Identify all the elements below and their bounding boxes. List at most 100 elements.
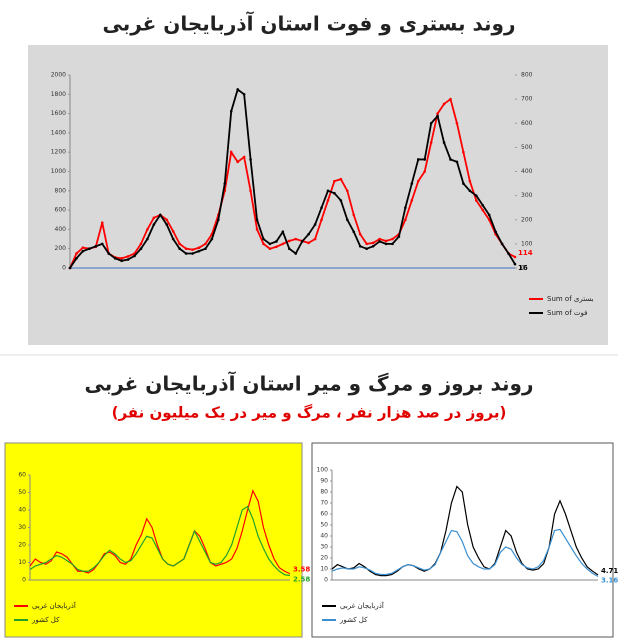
point (378, 237, 381, 241)
point (462, 150, 465, 154)
series-line (331, 485, 599, 577)
point (429, 121, 433, 125)
point (416, 179, 420, 183)
point (507, 252, 510, 255)
chart-title: روند بستری و فوت استان آذربایجان غربی (102, 11, 515, 36)
point (146, 228, 149, 231)
series-line (331, 528, 599, 578)
point (146, 237, 149, 241)
y-tick-label: 20 (320, 555, 328, 562)
point (81, 246, 85, 250)
point (107, 252, 110, 255)
point (397, 235, 401, 238)
point (217, 218, 220, 222)
y2-tick-label: 600 (521, 120, 533, 127)
point (423, 170, 427, 173)
point (358, 244, 362, 248)
y-tick-label: 20 (18, 542, 26, 549)
chart-title: روند بروز و مرگ و میر استان آذربایجان غر… (84, 371, 533, 396)
point (371, 241, 375, 245)
end-label: 2.58 (293, 575, 310, 583)
y2-tick-label: 700 (521, 96, 533, 103)
point (423, 158, 427, 161)
point (268, 247, 272, 250)
point (294, 252, 298, 255)
point (126, 258, 130, 261)
y-tick-label: 1000 (51, 168, 66, 175)
point (346, 189, 349, 193)
point (442, 141, 446, 144)
point (236, 88, 239, 91)
legend-label: آذربایجان غربی (32, 601, 77, 610)
point (455, 160, 459, 164)
y-tick-label: 0 (324, 577, 328, 584)
point (378, 240, 381, 243)
point (333, 179, 336, 183)
y-tick-label: 30 (320, 544, 328, 551)
point (262, 237, 265, 241)
y-tick-label: 50 (320, 522, 328, 529)
point (416, 158, 420, 161)
y-tick-label: 1200 (51, 149, 66, 156)
point (513, 255, 517, 259)
point (262, 242, 265, 246)
y-tick-label: 60 (18, 472, 26, 479)
point (404, 218, 407, 222)
point (442, 102, 446, 106)
point (158, 213, 162, 217)
point (468, 189, 472, 193)
point (178, 247, 181, 250)
point (171, 237, 175, 241)
y2-tick-label: 500 (521, 144, 533, 151)
end-label: 3.58 (293, 566, 310, 574)
point (249, 189, 252, 193)
point (178, 242, 181, 246)
point (500, 242, 504, 246)
point (307, 241, 310, 245)
point (152, 216, 156, 220)
point (313, 237, 317, 241)
y2-tick-label: 300 (521, 192, 533, 199)
point (287, 247, 291, 250)
point (371, 244, 375, 248)
point (300, 240, 304, 243)
point (275, 245, 278, 249)
point (365, 247, 368, 250)
point (75, 257, 78, 260)
legend-label: کل کشور (31, 616, 60, 624)
point (281, 242, 285, 246)
point (204, 247, 207, 250)
point (75, 252, 78, 255)
y-tick-label: 30 (18, 524, 26, 531)
point (391, 242, 394, 246)
point (475, 194, 478, 197)
point (436, 112, 439, 115)
point (410, 182, 414, 185)
y2-tick-label: 800 (521, 72, 533, 79)
y-tick-label: 2000 (51, 72, 66, 79)
y-tick-label: 10 (18, 559, 26, 566)
point (242, 93, 246, 96)
point (126, 255, 130, 258)
point (326, 189, 330, 193)
y2-tick-label: 400 (521, 168, 533, 175)
legend-label: Sum of فوت (547, 309, 587, 317)
point (197, 246, 201, 250)
point (139, 242, 143, 246)
point (436, 114, 439, 118)
point (339, 177, 343, 181)
point (152, 223, 156, 226)
point (88, 247, 91, 250)
point (513, 262, 517, 266)
y-tick-label: 40 (18, 507, 26, 514)
point (384, 242, 388, 246)
point (352, 213, 356, 217)
legend-label: آذربایجان غربی (340, 601, 385, 610)
point (404, 206, 407, 209)
point (223, 182, 227, 185)
point (449, 158, 452, 161)
end-label: 3.16 (601, 577, 618, 585)
y-tick-label: 40 (320, 533, 328, 540)
y-tick-label: 50 (18, 489, 26, 496)
